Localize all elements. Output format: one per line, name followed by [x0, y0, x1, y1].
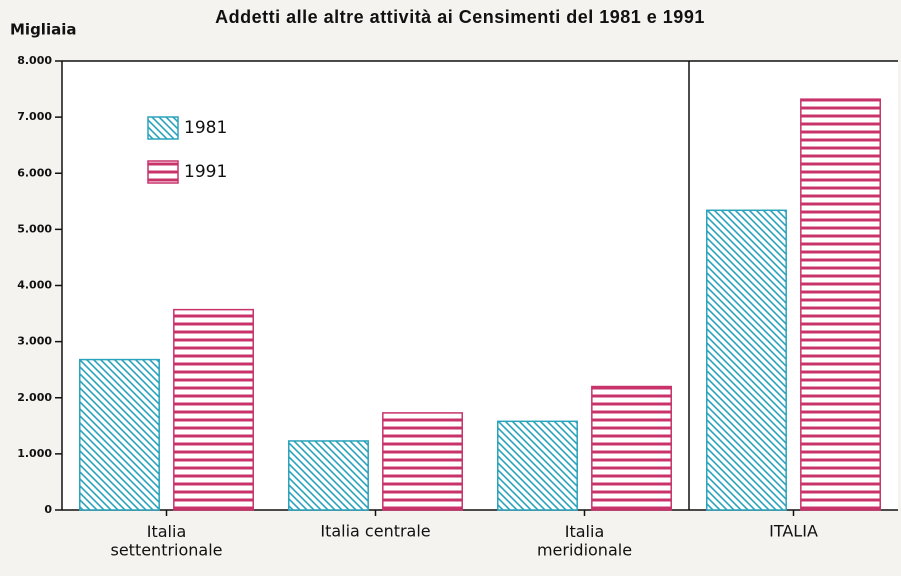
x-tick-label: Italia meridionale — [537, 522, 632, 559]
y-axis-label: Migliaia — [10, 21, 76, 39]
bar — [497, 420, 578, 511]
y-tick-label: 7.000 — [17, 110, 52, 123]
y-tick-label: 5.000 — [17, 222, 52, 235]
bar — [800, 98, 881, 511]
bar — [79, 358, 160, 511]
legend-label: 1991 — [184, 162, 227, 182]
y-tick-label: 1.000 — [17, 447, 52, 460]
legend-label: 1981 — [184, 118, 227, 138]
y-tick-label: 0 — [44, 503, 52, 516]
x-tick-label: Italia settentrionale — [110, 522, 222, 559]
y-tick-label: 4.000 — [17, 279, 52, 292]
y-tick-label: 6.000 — [17, 166, 52, 179]
bar — [288, 440, 369, 511]
bar — [591, 385, 672, 511]
legend-swatch — [147, 160, 179, 184]
legend-swatch — [147, 116, 179, 140]
x-tick-label: ITALIA — [769, 522, 818, 541]
bar — [382, 412, 463, 511]
x-tick-label: Italia centrale — [320, 522, 430, 541]
bar — [706, 209, 787, 511]
y-tick-label: 8.000 — [17, 54, 52, 67]
chart-title: Addetti alle altre attività ai Censiment… — [215, 7, 705, 27]
y-tick-label: 2.000 — [17, 391, 52, 404]
y-tick-label: 3.000 — [17, 335, 52, 348]
bar — [173, 308, 254, 511]
